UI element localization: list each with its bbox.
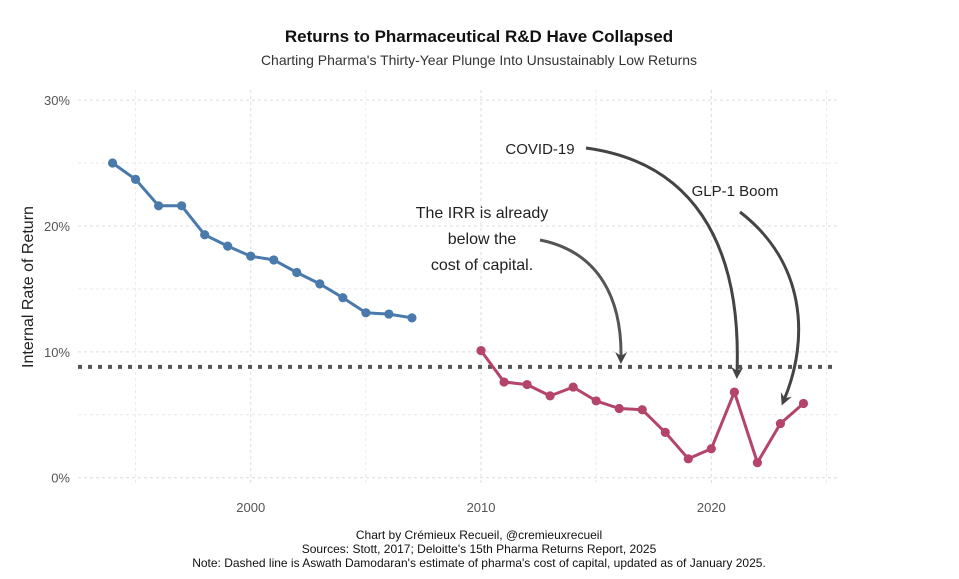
series <box>107 158 809 468</box>
data-point <box>200 230 210 240</box>
caption-note: Note: Dashed line is Aswath Damodaran's … <box>192 556 766 570</box>
annotation-covid-arrow <box>585 146 744 379</box>
data-point <box>361 308 371 318</box>
data-point <box>476 345 486 356</box>
y-tick-label: 20% <box>44 219 70 234</box>
data-point <box>315 279 325 289</box>
data-point <box>637 405 647 415</box>
series-2 <box>476 345 809 468</box>
data-point <box>107 158 118 168</box>
data-point <box>752 458 762 468</box>
annotation-glp1: GLP-1 Boom <box>692 183 779 200</box>
series-1 <box>107 158 417 323</box>
data-point <box>798 398 809 409</box>
annotation-irr-line-3: cost of capital. <box>431 257 533 274</box>
data-point <box>223 241 233 251</box>
series-line <box>111 161 414 320</box>
x-tick-label: 2010 <box>467 500 496 515</box>
annotation-irr-line-2: below the <box>448 231 517 248</box>
data-point <box>154 201 164 211</box>
data-point <box>407 313 417 323</box>
data-point <box>706 444 716 454</box>
x-tick-label: 2020 <box>697 500 726 515</box>
data-point <box>591 396 601 406</box>
y-tick-label: 30% <box>44 93 70 108</box>
annotation-covid: COVID-19 <box>505 141 574 158</box>
y-tick-label: 0% <box>51 471 70 486</box>
y-tick-label: 10% <box>44 345 70 360</box>
data-point <box>269 255 279 265</box>
data-point <box>568 382 578 392</box>
annotation-glp1-arrow <box>739 210 801 406</box>
data-point <box>338 293 348 303</box>
data-point <box>545 391 555 401</box>
data-point <box>775 418 786 429</box>
chart-subtitle: Charting Pharma's Thirty-Year Plunge Int… <box>261 52 697 68</box>
chart-title: Returns to Pharmaceutical R&D Have Colla… <box>285 27 673 46</box>
caption-sources: Sources: Stott, 2017; Deloitte's 15th Ph… <box>302 542 657 556</box>
data-point <box>246 251 256 261</box>
data-point <box>499 377 509 387</box>
data-point <box>177 201 187 211</box>
data-point <box>292 267 302 278</box>
axes: 0% 10% 20% 30% 2000 2010 2020 <box>44 93 726 515</box>
data-point <box>522 379 532 390</box>
data-point <box>130 174 141 184</box>
data-point <box>614 403 624 414</box>
y-axis-label: Internal Rate of Return <box>20 206 37 368</box>
annotation-irr-line-1: The IRR is already <box>416 205 549 222</box>
data-point <box>660 427 670 437</box>
grid <box>78 90 838 484</box>
annotation-irr-arrow <box>539 238 628 364</box>
caption-credit: Chart by Crémieux Recueil, @cremieuxrecu… <box>356 528 602 542</box>
x-tick-label: 2000 <box>236 500 265 515</box>
data-point <box>384 309 394 319</box>
data-point <box>683 454 693 464</box>
data-point <box>729 387 739 397</box>
